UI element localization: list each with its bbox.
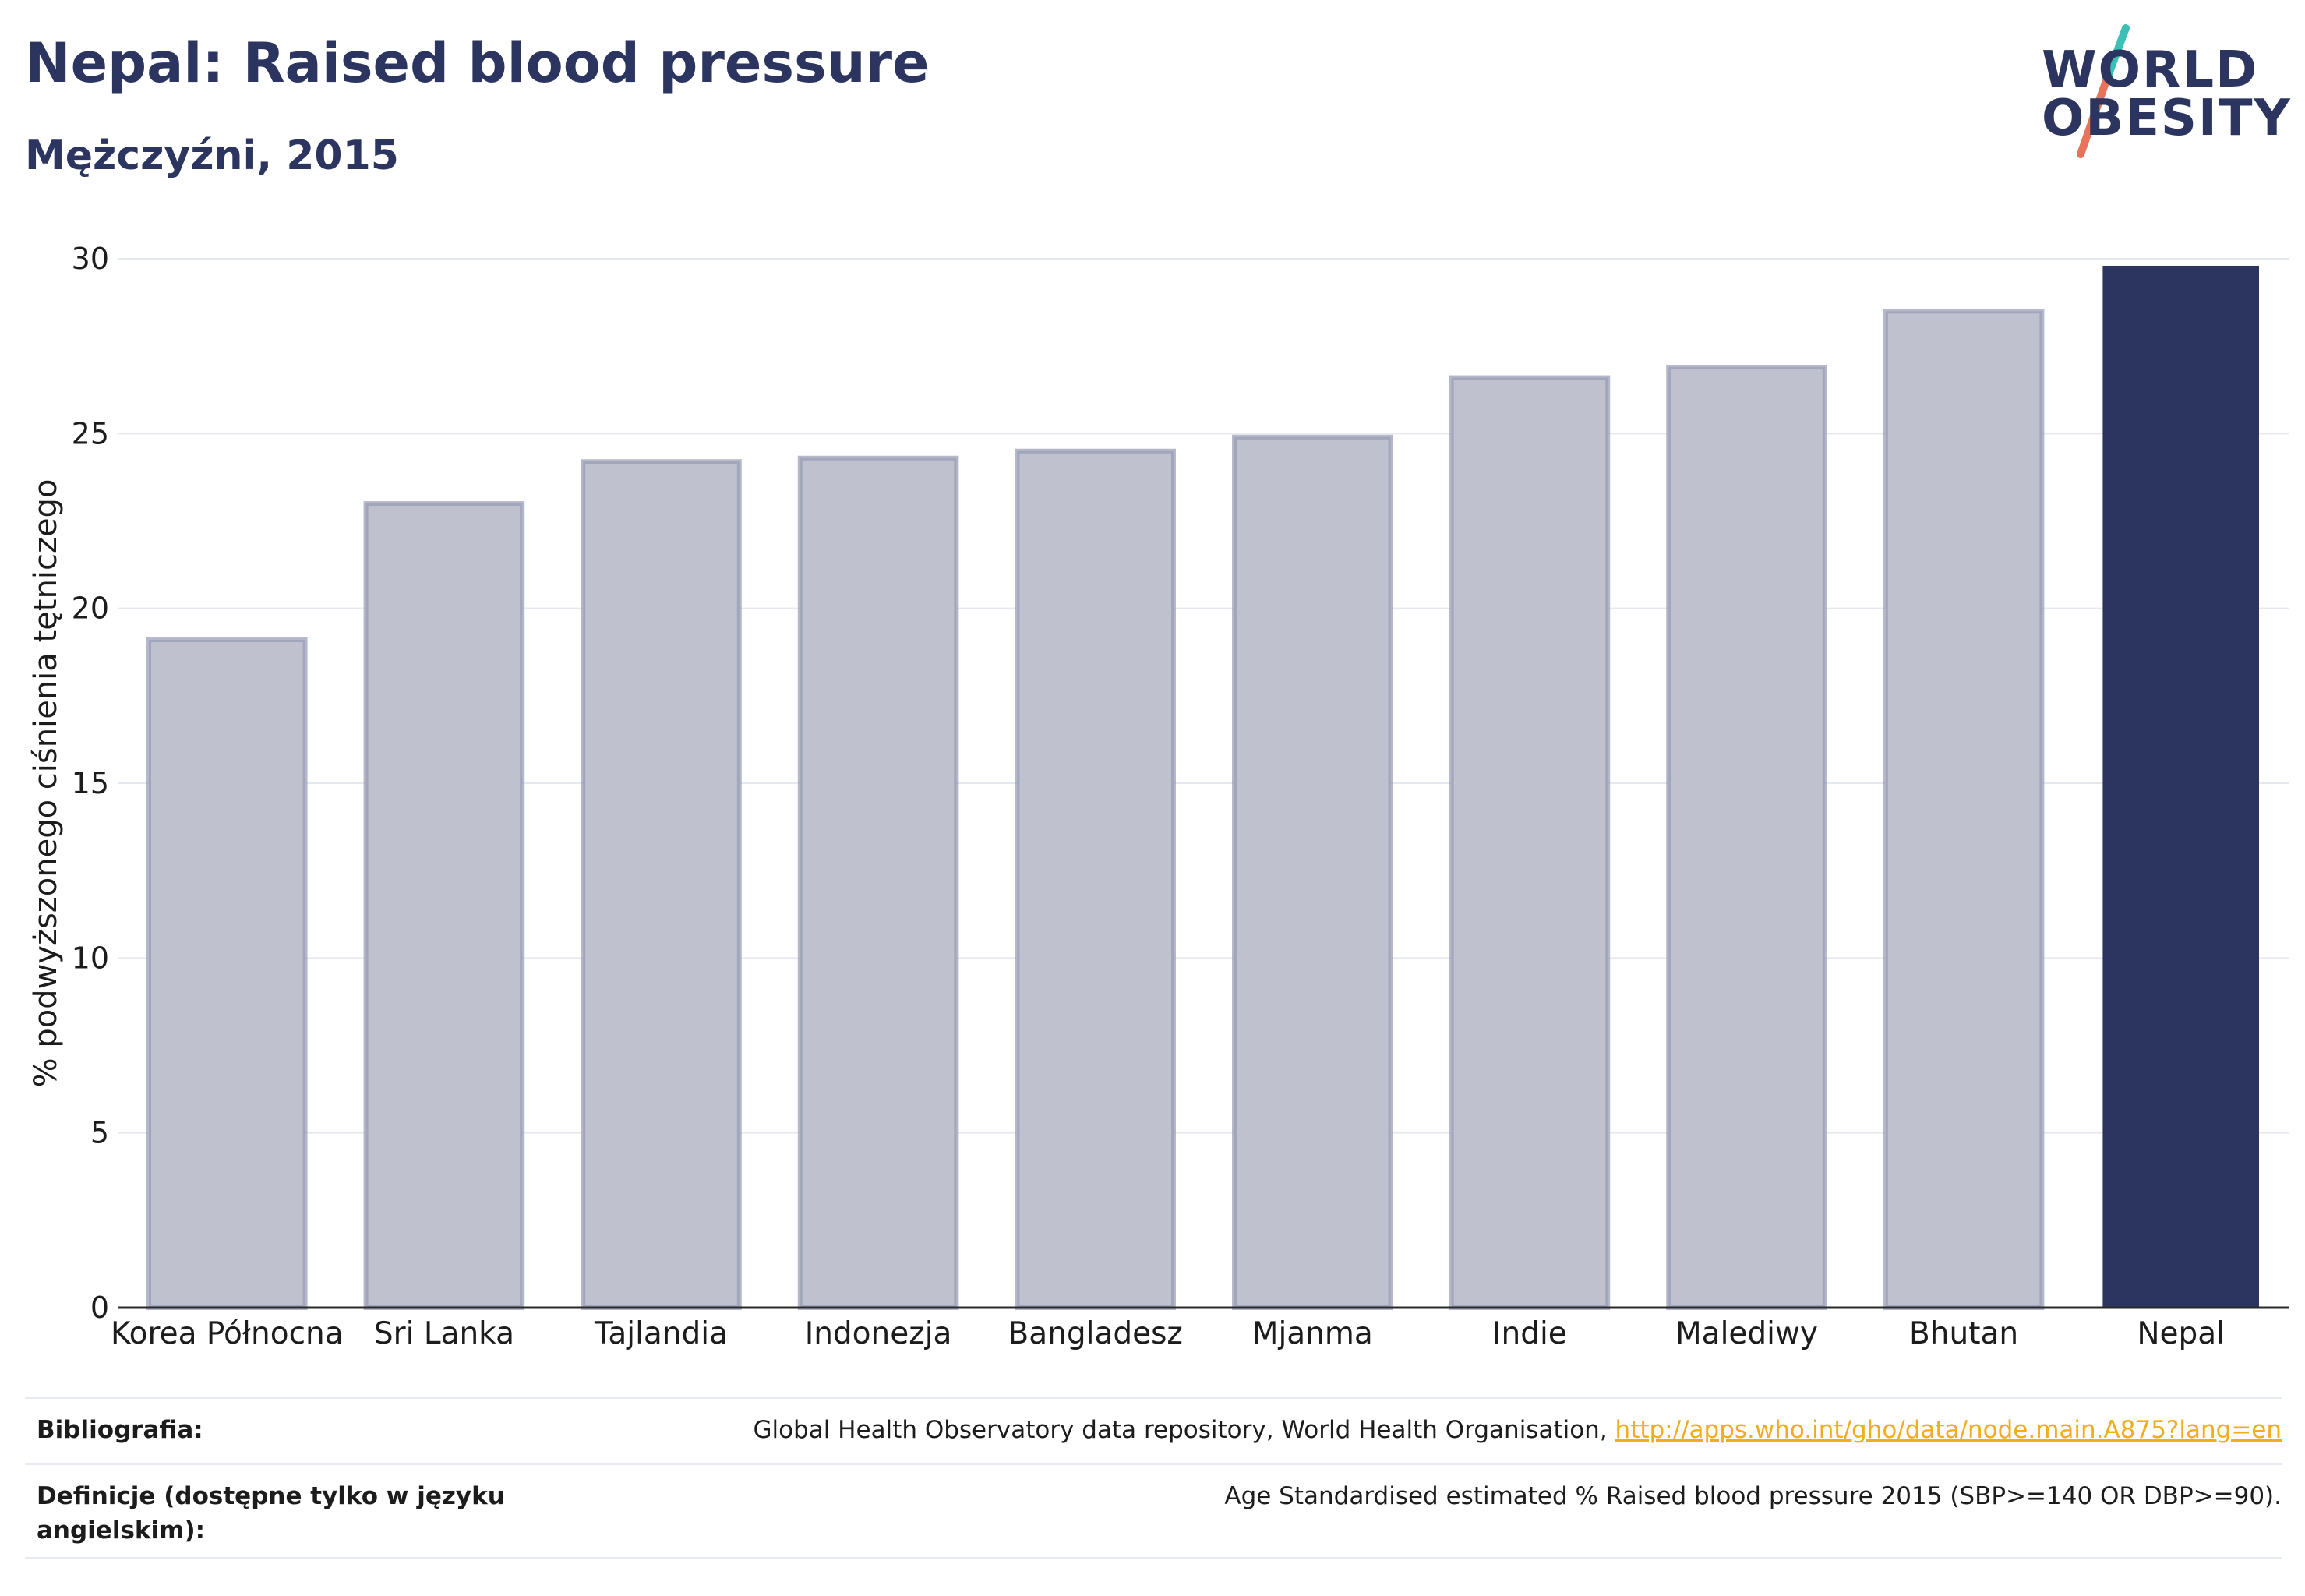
x-tick-label: Sri Lanka	[374, 1316, 514, 1351]
x-tick-label: Malediwy	[1675, 1316, 1818, 1351]
source-label: Bibliografia:	[37, 1416, 203, 1444]
bar-nepal	[2102, 265, 2259, 1308]
footer-table: Bibliografia: Global Health Observatory …	[25, 1396, 2282, 1559]
source-link[interactable]: http://apps.who.int/gho/data/node.main.A…	[1615, 1416, 2282, 1444]
chart-title: Nepal: Raised blood pressure	[25, 31, 930, 95]
chart-subtitle: Mężczyźni, 2015	[25, 132, 399, 179]
y-axis-label: % podwyższonego ciśnienia tętniczego	[28, 479, 64, 1088]
x-tick-label: Indie	[1492, 1316, 1567, 1351]
x-tick-label: Nepal	[2137, 1316, 2225, 1351]
bar-bhutan	[1883, 309, 2045, 1310]
bar-bangladesz	[1015, 448, 1176, 1310]
x-tick-label: Indonezja	[805, 1316, 952, 1351]
bar-korea-północna	[146, 637, 308, 1310]
logo-line-1: WORLD	[2042, 41, 2259, 99]
bar-malediwy	[1666, 365, 1827, 1310]
axes: 0 5 10 15 20 25 30 Korea Północna Sri Lanka Tajla…	[72, 242, 2289, 1351]
y-tick-label: 15	[72, 766, 109, 800]
definition-value: Age Standardised estimated % Raised bloo…	[1224, 1482, 2282, 1510]
footer-row-definition: Definicje (dostępne tylko w języku angie…	[25, 1463, 2282, 1559]
x-tick-label: Mjanma	[1252, 1316, 1373, 1351]
x-tick-label: Bangladesz	[1008, 1316, 1182, 1351]
bar-indonezja	[797, 455, 959, 1310]
x-tick-label: Tajlandia	[594, 1316, 728, 1351]
bars	[146, 265, 2259, 1311]
y-tick-label: 5	[90, 1116, 109, 1150]
logo-line-2: OBESITY	[2042, 90, 2292, 147]
source-text: Global Health Observatory data repositor…	[753, 1416, 1615, 1444]
logo-slash-icon	[2077, 24, 2130, 158]
y-tick-label: 25	[72, 416, 109, 450]
y-tick-label: 10	[72, 941, 109, 975]
y-tick-label: 20	[72, 591, 109, 626]
source-value: Global Health Observatory data repositor…	[753, 1413, 2282, 1447]
footer-row-source: Bibliografia: Global Health Observatory …	[25, 1396, 2282, 1463]
y-tick-label: 30	[72, 242, 109, 276]
bar-chart: 0 5 10 15 20 25 30 Korea Północna Sri Lanka Tajla…	[28, 242, 2289, 1351]
bar-tajlandia	[581, 459, 742, 1310]
bar-mjanma	[1232, 434, 1393, 1311]
x-tick-label: Bhutan	[1909, 1316, 2018, 1351]
world-obesity-logo: WORLD OBESITY	[2034, 22, 2291, 170]
bar-indie	[1449, 375, 1611, 1311]
definition-label: Definicje (dostępne tylko w języku angie…	[37, 1482, 505, 1545]
bar-sri-lanka	[363, 501, 525, 1311]
x-tick-label: Korea Północna	[111, 1316, 344, 1351]
y-tick-label: 0	[90, 1291, 109, 1325]
